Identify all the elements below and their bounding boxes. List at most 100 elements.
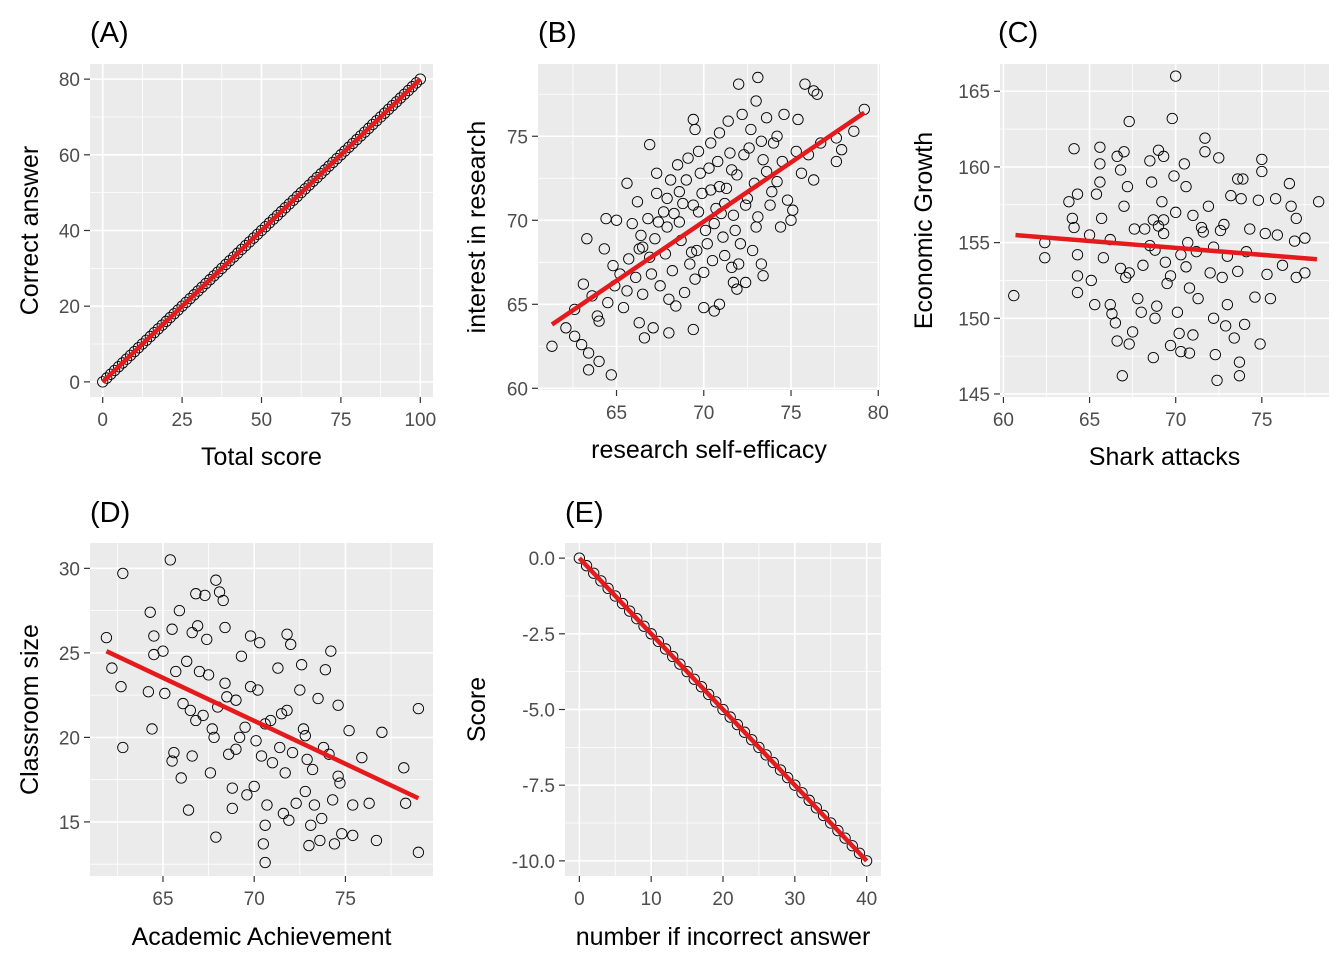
data-point xyxy=(739,276,752,289)
data-point xyxy=(182,804,195,816)
data-point xyxy=(1271,229,1283,241)
data-point xyxy=(204,274,216,286)
data-point xyxy=(602,582,614,595)
data-point xyxy=(325,645,337,657)
data-point xyxy=(691,244,703,257)
data-point xyxy=(1249,291,1261,303)
data-point xyxy=(382,103,395,116)
data-point xyxy=(186,626,198,639)
y-tick-label: 155 xyxy=(958,234,990,255)
panel-background xyxy=(90,543,433,876)
panel-label: (A) xyxy=(90,17,129,49)
data-point xyxy=(692,145,705,158)
data-point xyxy=(308,799,321,811)
x-tick-label: 40 xyxy=(856,889,877,910)
data-point xyxy=(789,779,801,791)
data-point xyxy=(1221,299,1234,311)
data-point xyxy=(1233,370,1246,382)
data-point xyxy=(1157,150,1170,162)
data-point xyxy=(176,300,188,312)
data-point xyxy=(117,741,129,754)
data-point xyxy=(796,787,808,799)
data-point xyxy=(575,338,588,351)
data-point xyxy=(175,772,187,784)
data-point xyxy=(275,205,287,218)
data-point xyxy=(378,107,391,119)
data-point xyxy=(593,315,605,327)
data-point xyxy=(332,770,344,782)
data-point xyxy=(717,703,729,716)
data-point xyxy=(1261,268,1273,281)
data-point xyxy=(374,111,387,123)
data-point xyxy=(197,709,209,722)
data-point xyxy=(792,113,804,126)
data-point xyxy=(1299,232,1311,244)
data-point xyxy=(343,141,355,153)
data-point xyxy=(766,186,778,198)
y-tick-label: -2.5 xyxy=(522,625,555,646)
data-point xyxy=(1244,223,1256,235)
data-point xyxy=(1299,267,1311,279)
data-point xyxy=(251,228,264,240)
data-point xyxy=(173,604,186,617)
data-point xyxy=(261,799,273,811)
data-point xyxy=(1187,209,1199,222)
data-point xyxy=(577,278,590,290)
data-point xyxy=(760,749,772,761)
x-tick-label: 65 xyxy=(152,889,173,910)
data-point xyxy=(1116,370,1128,382)
panel-label: (C) xyxy=(998,17,1038,49)
data-point xyxy=(722,115,734,127)
data-point xyxy=(623,253,635,265)
data-point xyxy=(1068,221,1080,234)
data-point xyxy=(120,353,133,365)
data-point xyxy=(152,323,164,335)
data-point xyxy=(226,782,238,794)
data-point xyxy=(259,819,271,831)
data-point xyxy=(795,167,808,179)
data-point xyxy=(1288,235,1301,247)
data-point xyxy=(681,666,693,678)
data-point xyxy=(351,134,363,146)
y-tick-label: 160 xyxy=(958,158,990,179)
data-point xyxy=(204,767,217,779)
data-point xyxy=(703,162,715,174)
data-point xyxy=(192,285,204,297)
data-point xyxy=(760,112,773,124)
data-point xyxy=(1233,356,1246,368)
data-point xyxy=(733,258,745,270)
data-point xyxy=(1170,70,1182,82)
y-tick-label: 15 xyxy=(59,813,80,834)
x-tick-label: 60 xyxy=(993,410,1014,431)
data-point xyxy=(283,814,295,826)
panel-label: (E) xyxy=(565,497,604,529)
data-point xyxy=(743,142,755,154)
data-point xyxy=(140,334,153,346)
data-point xyxy=(568,330,581,342)
panel-b: 65 70 75 80 60 65 70 75 (B) research self-efficac… xyxy=(463,17,889,464)
data-point xyxy=(244,630,257,642)
data-point xyxy=(386,99,399,112)
data-point xyxy=(698,266,710,279)
data-point xyxy=(263,217,276,229)
data-point xyxy=(1211,374,1223,386)
data-point xyxy=(115,681,127,693)
data-point xyxy=(184,704,196,716)
data-point xyxy=(746,244,759,257)
y-tick-label: 145 xyxy=(958,385,990,406)
data-point xyxy=(713,298,726,310)
data-point xyxy=(649,233,661,245)
y-tick-label: 165 xyxy=(958,82,990,103)
data-point xyxy=(1183,347,1196,359)
data-point xyxy=(750,95,762,107)
data-point xyxy=(303,839,315,852)
data-point xyxy=(860,855,873,867)
data-point xyxy=(239,721,251,733)
data-point xyxy=(168,746,180,759)
data-point xyxy=(1071,270,1084,282)
data-point xyxy=(637,288,649,300)
y-tick-label: -5.0 xyxy=(522,701,555,722)
x-tick-label: 0 xyxy=(574,889,585,910)
data-point xyxy=(272,662,284,674)
